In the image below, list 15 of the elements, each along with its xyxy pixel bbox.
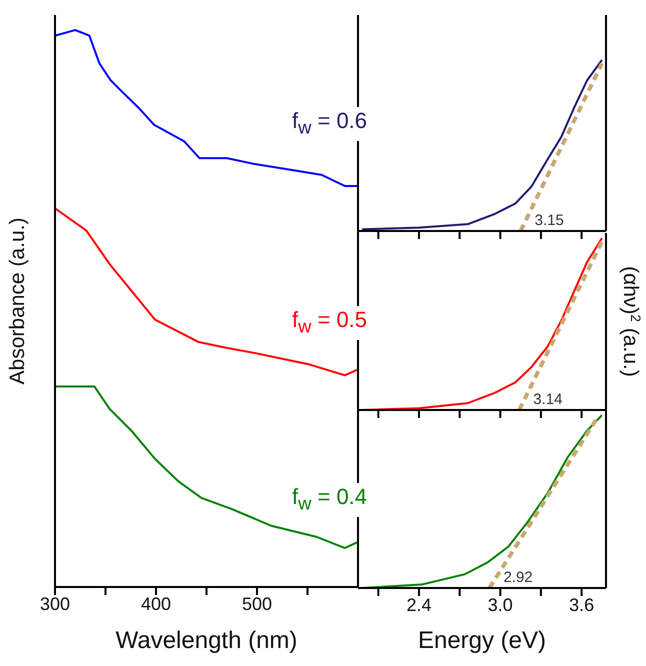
x-tick-label: 3.0	[488, 594, 513, 615]
x-tick-label: 2.4	[406, 594, 432, 615]
annotation: 3.15	[534, 212, 564, 229]
x-tick-label: 500	[242, 594, 272, 614]
annotation: f$_{w}$ = 0.4	[292, 483, 368, 518]
annotation: 2.92	[503, 569, 533, 586]
x-tick-label: 400	[140, 594, 172, 614]
x-tick-label: 300	[40, 594, 70, 614]
x-axis-title: Wavelength (nm)	[116, 627, 298, 654]
annotation: 3.14	[533, 391, 562, 408]
annotation: f$_{w}$ = 0.6	[292, 107, 368, 142]
y-axis-title: Absorbance (a.u.)	[6, 218, 29, 384]
x-tick-label: 3.6	[569, 594, 594, 615]
x-axis-title: Energy (eV)	[418, 627, 546, 654]
annotation: f$_{w}$ = 0.5	[292, 306, 368, 340]
